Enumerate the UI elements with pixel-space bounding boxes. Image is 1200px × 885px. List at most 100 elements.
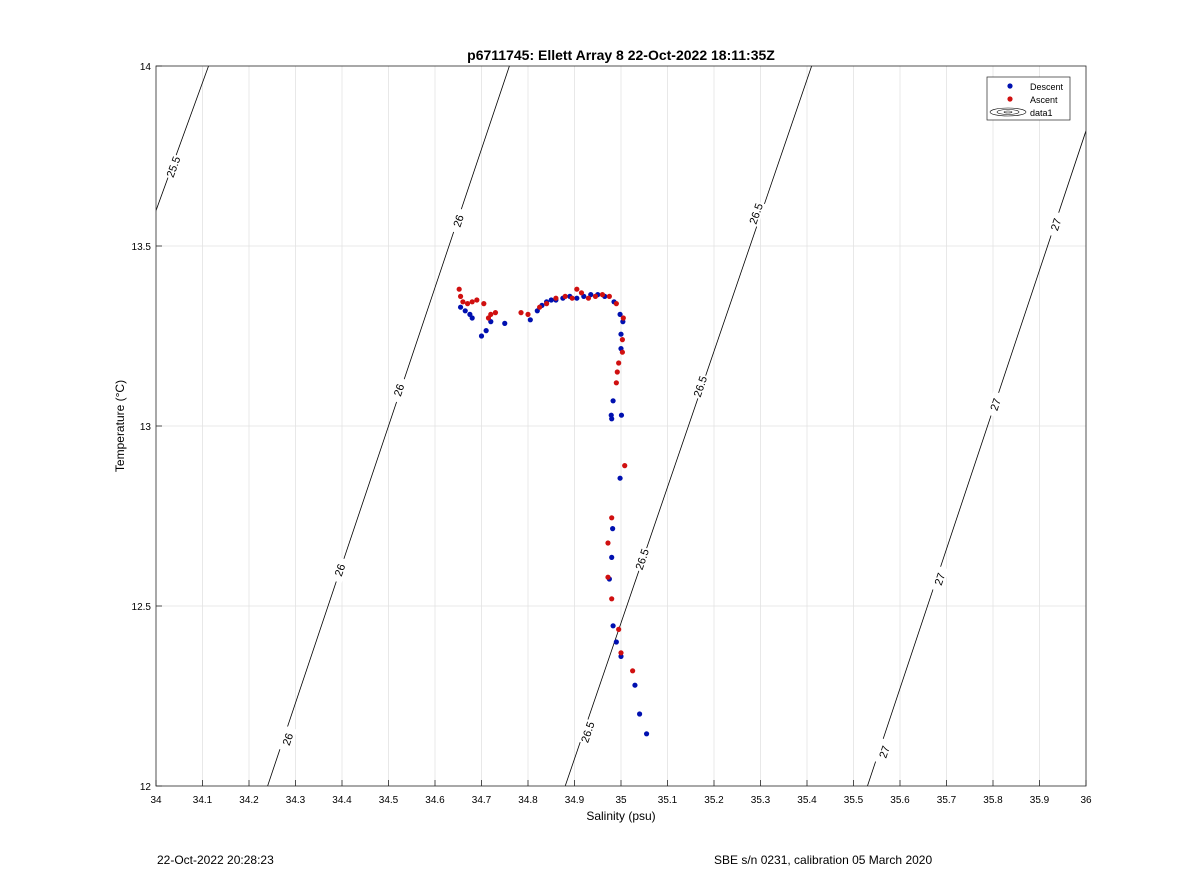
descent-point xyxy=(462,308,468,314)
ascent-point xyxy=(619,349,625,355)
x-tick-label: 36 xyxy=(1080,795,1092,806)
y-tick-label: 12.5 xyxy=(132,602,152,613)
descent-point xyxy=(618,412,625,418)
descent-point xyxy=(643,731,650,737)
ascent-point xyxy=(492,310,499,316)
x-tick-label: 35.7 xyxy=(937,795,957,806)
contour-label-27: 27 xyxy=(878,744,893,759)
descent-point xyxy=(637,711,643,717)
contour-label-27: 27 xyxy=(933,572,948,587)
x-tick-label: 35.2 xyxy=(704,795,724,806)
ascent-point xyxy=(525,311,531,317)
contour-label-27: 27 xyxy=(989,397,1004,412)
descent-point xyxy=(548,297,554,303)
ascent-point xyxy=(620,315,626,321)
ascent-point xyxy=(544,301,550,307)
ascent-point xyxy=(616,626,622,633)
density-contour-26.5 xyxy=(564,66,813,786)
contour-label-26: 26 xyxy=(333,563,348,578)
ascent-point xyxy=(537,304,543,310)
y-tick-label: 14 xyxy=(140,62,152,73)
y-axis-label: Temperature (°C) xyxy=(113,380,127,472)
ascent-point xyxy=(585,295,592,301)
contour-label-backdrop xyxy=(874,738,894,766)
ascent-point xyxy=(469,299,475,305)
x-tick-label: 34.2 xyxy=(239,795,259,806)
chart-title: p6711745: Ellett Array 8 22-Oct-2022 18:… xyxy=(467,47,775,63)
descent-point xyxy=(574,295,580,301)
x-tick-label: 35.4 xyxy=(797,795,817,806)
contour-label-backdrop xyxy=(1046,211,1066,238)
density-contour-26 xyxy=(267,66,510,786)
data-points xyxy=(456,286,650,737)
ascent-point xyxy=(605,574,611,580)
descent-point xyxy=(502,320,508,326)
legend: Descent Ascent data1 xyxy=(986,76,1071,121)
descent-point xyxy=(478,333,485,339)
ascent-point xyxy=(481,301,487,307)
ascent-point xyxy=(613,301,619,307)
contour-label-26: 26 xyxy=(452,213,467,228)
contour-label-backdrop xyxy=(632,545,652,573)
x-axis-label: Salinity (psu) xyxy=(586,809,655,823)
ascent-point xyxy=(457,293,464,299)
legend-descent-marker xyxy=(1007,83,1013,89)
descent-point xyxy=(618,653,624,660)
legend-ascent-label: Ascent xyxy=(1030,95,1058,105)
x-tick-label: 35.9 xyxy=(1030,795,1050,806)
ascent-point xyxy=(553,295,559,301)
contour-label-backdrop xyxy=(746,200,766,227)
ascent-point xyxy=(569,295,575,301)
descent-point xyxy=(457,304,464,310)
contour-label-backdrop xyxy=(278,725,298,753)
x-axis-ticks: 34 34.1 34.2 34.3 34.4 34.5 34.6 34.7 34.8 34.9 35… xyxy=(150,780,1092,806)
ascent-point xyxy=(622,463,628,469)
contour-label-backdrop xyxy=(690,373,710,400)
descent-point xyxy=(610,398,616,404)
ascent-point xyxy=(614,369,620,375)
descent-point xyxy=(617,311,623,317)
ascent-point xyxy=(605,540,611,546)
contour-label-backdrop xyxy=(577,718,598,746)
ascent-point xyxy=(599,292,606,298)
contour-label-backdrop xyxy=(163,153,183,181)
ascent-point xyxy=(592,293,599,299)
x-tick-label: 35.6 xyxy=(890,795,910,806)
ascent-point xyxy=(485,315,492,321)
descent-point xyxy=(617,475,623,481)
contour-label-27: 27 xyxy=(1049,217,1064,232)
ascent-point xyxy=(574,286,580,292)
density-contours xyxy=(156,66,1086,786)
ascent-point xyxy=(618,650,624,656)
x-tick-label: 34.3 xyxy=(286,795,306,806)
contour-label-backdrop xyxy=(448,207,468,235)
ascent-point xyxy=(606,293,612,299)
descent-point xyxy=(527,317,533,323)
footer-timestamp: 22-Oct-2022 20:28:23 xyxy=(157,853,274,867)
contour-label-backdrop xyxy=(389,376,409,404)
ascent-point xyxy=(619,337,625,343)
y-axis-ticks: 12 12.5 13 13.5 14 xyxy=(132,62,162,793)
descent-point xyxy=(610,623,616,629)
x-tick-label: 35 xyxy=(615,795,627,806)
ascent-point xyxy=(609,515,615,521)
x-tick-label: 34.5 xyxy=(379,795,399,806)
legend-contour-icon xyxy=(989,107,1027,117)
descent-point xyxy=(608,412,614,418)
y-tick-label: 13 xyxy=(140,422,152,433)
ascent-point xyxy=(630,668,636,674)
x-tick-label: 35.5 xyxy=(844,795,864,806)
contour-label-backdrop xyxy=(330,556,350,584)
ascent-point xyxy=(616,360,622,366)
contour-label-backdrop xyxy=(930,565,950,593)
x-tick-label: 35.8 xyxy=(983,795,1003,806)
footer-calibration: SBE s/n 0231, calibration 05 March 2020 xyxy=(714,853,933,867)
descent-point xyxy=(632,682,638,688)
contour-label-backdrop xyxy=(985,391,1005,418)
legend-descent-label: Descent xyxy=(1030,82,1064,92)
ascent-point xyxy=(474,297,480,303)
contour-label-26: 26 xyxy=(392,383,407,398)
ascent-point xyxy=(578,290,585,296)
x-tick-label: 34.6 xyxy=(425,795,445,806)
